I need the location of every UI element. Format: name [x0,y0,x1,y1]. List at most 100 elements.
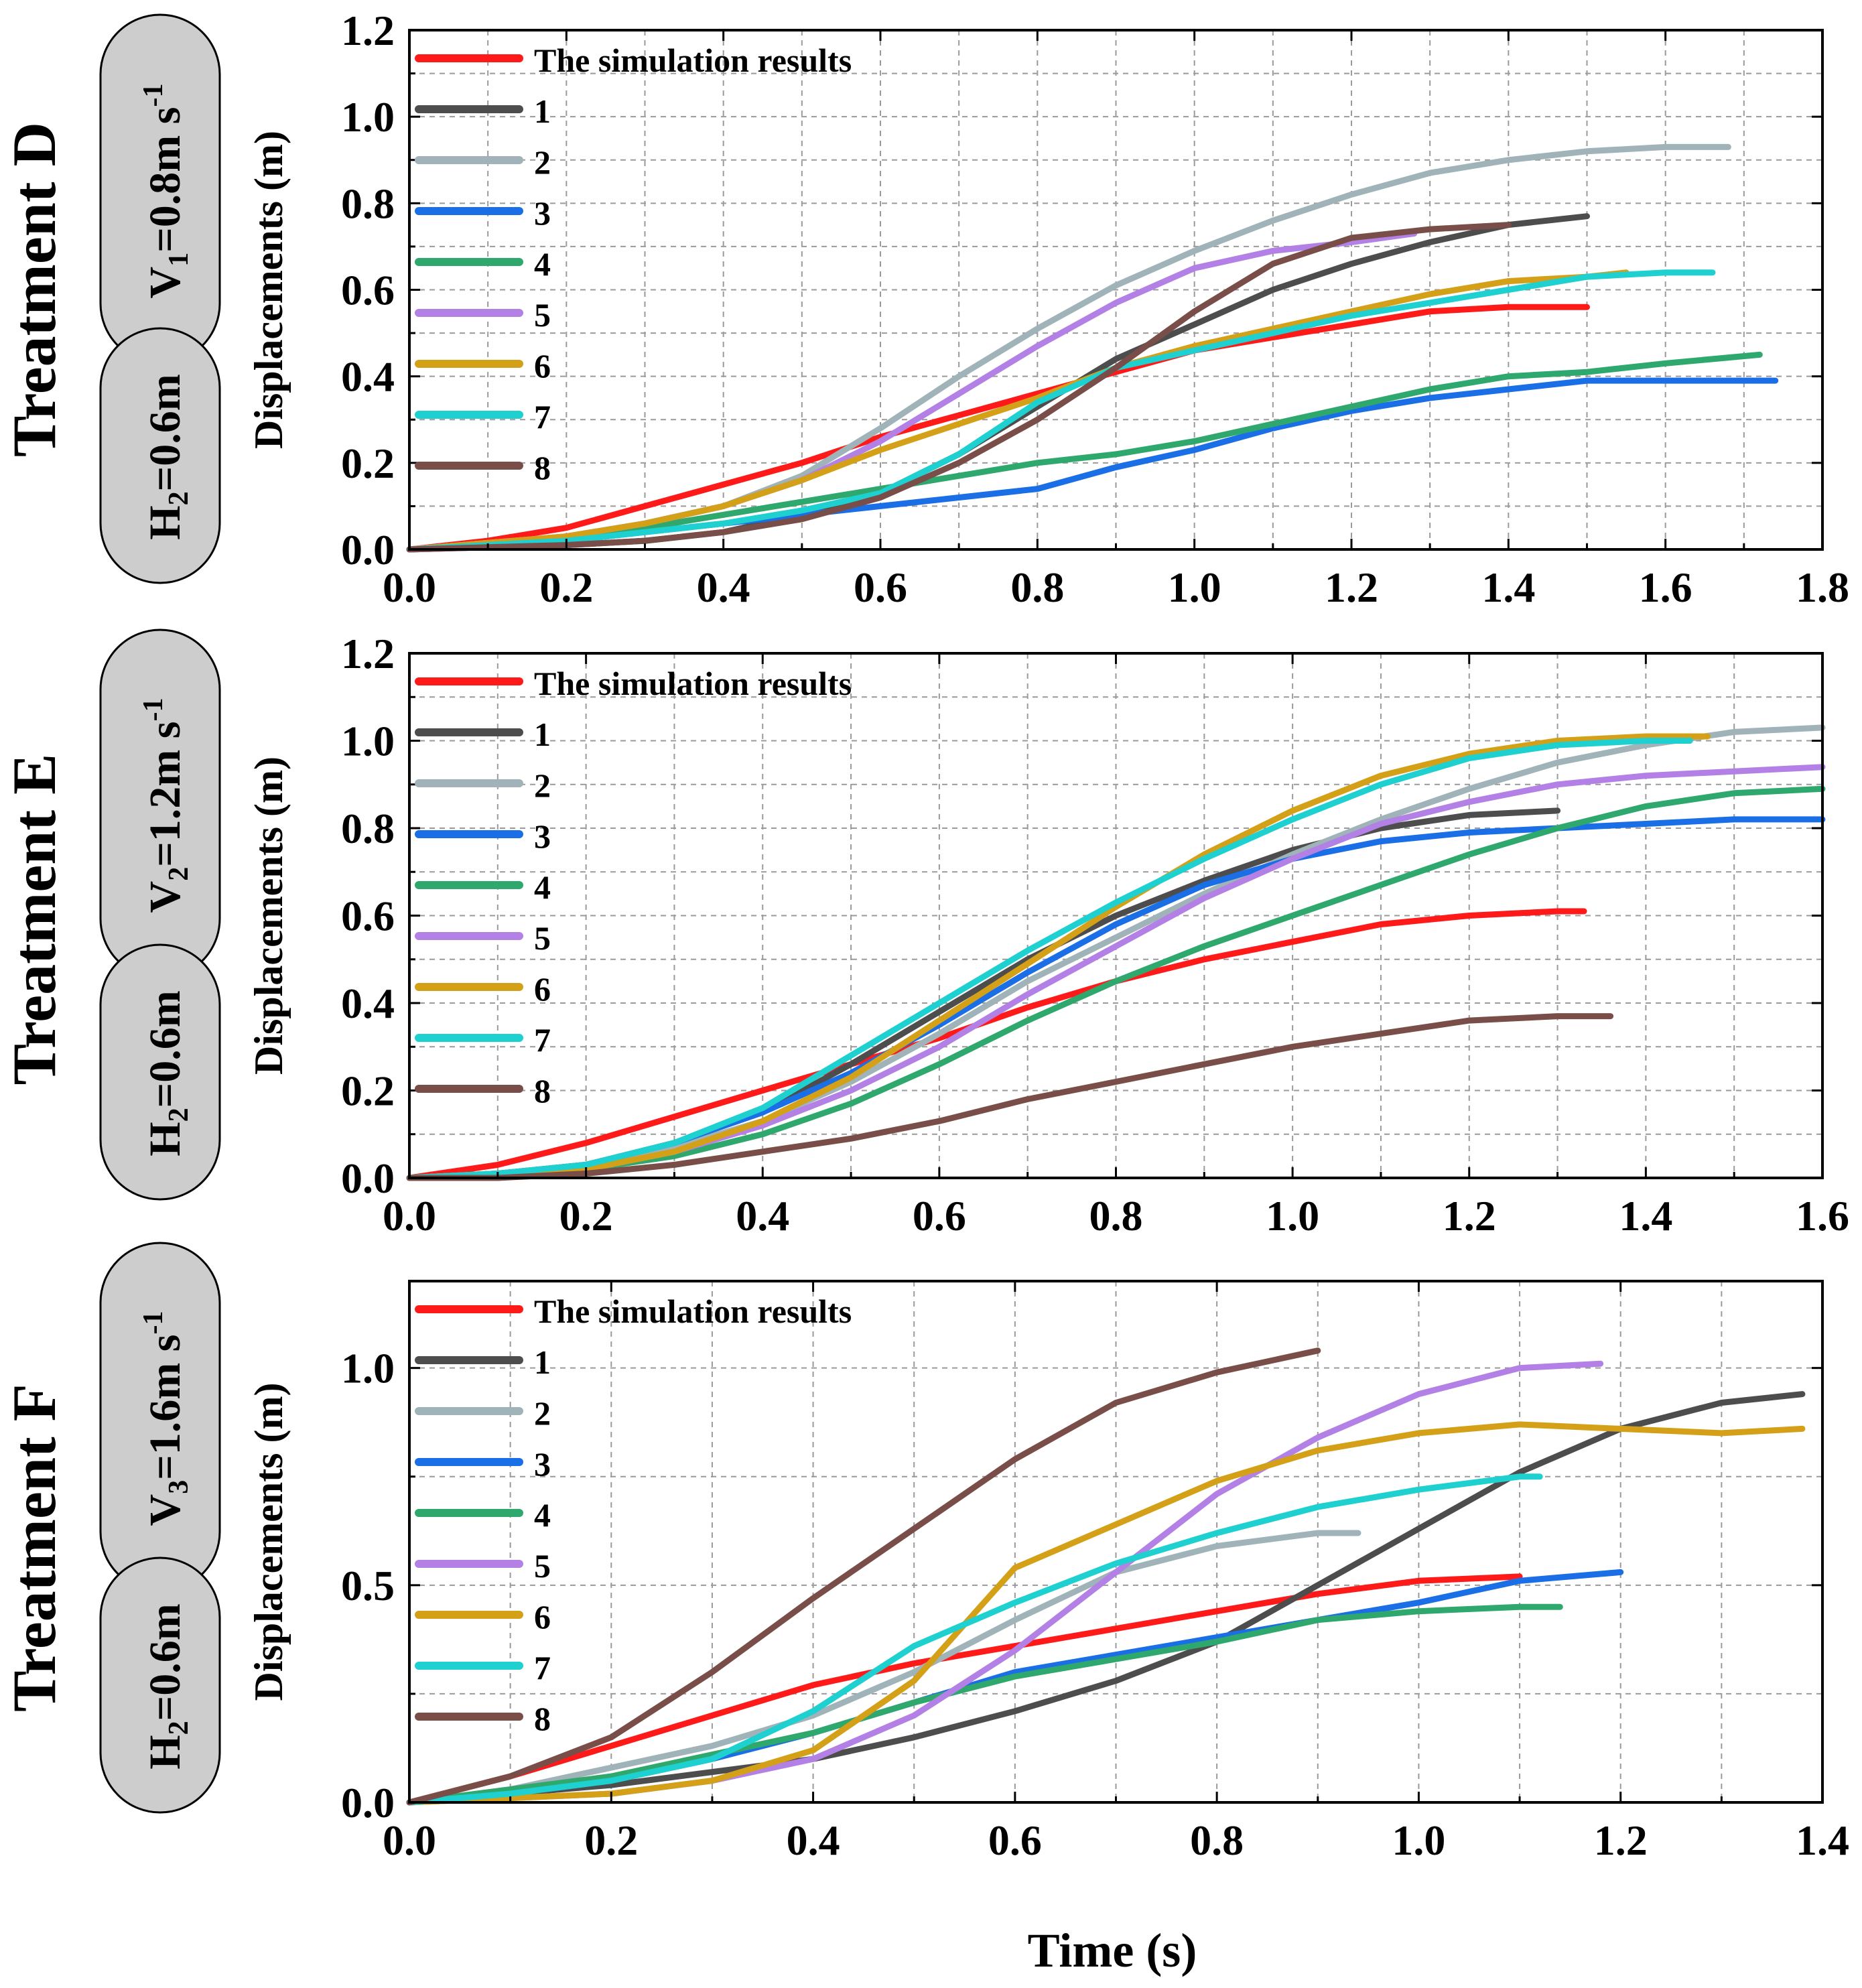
legend-label: 8 [534,449,551,486]
legend-label: The simulation results [534,665,852,702]
x-tick-label: 1.2 [1443,1192,1496,1240]
legend-label: 1 [534,1343,551,1381]
legend-label: 3 [534,1445,551,1483]
legend-label: 3 [534,817,551,855]
panel-e-treatment-label: Treatment E [0,754,68,1085]
x-tick-label: 1.0 [1392,1816,1445,1864]
legend-label: 4 [534,1496,551,1534]
legend-label: 1 [534,716,551,753]
y-axis-label: Displacements (m) [247,1383,291,1701]
x-tick-label: 0.8 [1010,564,1064,611]
x-tick-label: 0.0 [383,564,436,611]
x-tick-label: 0.8 [1089,1192,1143,1240]
chart-treatment-e: 0.0 0.2 0.4 0.6 0.8 1.0 1.2 1.4 1.6 0.0 0.2 0.4 0.6 0… [247,630,1849,1240]
x-tick-label: 1.6 [1796,1192,1849,1240]
x-tick-label: 0.0 [383,1192,436,1240]
panel-e-height-label: H2=0.6m [141,990,194,1156]
panel-f-sidebar: Treatment F V3=1.6m s-1 H2=0.6m [0,1242,221,1814]
x-tick-label: 0.8 [1190,1816,1244,1864]
y-tick-label: 0.4 [341,353,395,401]
y-tick-label: 1.0 [341,1345,395,1392]
legend-label: 2 [534,1394,551,1432]
legend-label: 4 [534,245,551,283]
y-tick-label: 0.2 [341,1067,395,1115]
panel-d-height-label: H2=0.6m [141,374,194,539]
legend-panel-e: The simulation results 1 2 3 4 5 6 7 8 [415,665,852,1110]
x-tick-label: 1.4 [1796,1816,1849,1864]
panel-e-height-pill [99,943,221,1201]
y-tick-label: 0.8 [341,805,395,852]
x-tick-label: 0.4 [697,564,750,611]
x-tick-label: 1.8 [1796,564,1849,611]
y-axis-label: Displacements (m) [247,131,291,449]
panel-d-sidebar: Treatment D V1=0.8m s-1 H2=0.6m [0,13,221,584]
legend-panel-d: The simulation results 1 2 3 4 5 6 7 8 [415,42,852,486]
panel-f-treatment-label: Treatment F [0,1384,68,1712]
legend-label: 4 [534,868,551,906]
series-line-simulation [406,304,1590,553]
series-line-trial-7 [406,1473,1543,1806]
y-tick-label: 0.6 [341,892,395,940]
x-tick-label: 1.4 [1619,1192,1672,1240]
x-axis-label: Time (s) [1028,1924,1197,1977]
x-tick-label: 1.0 [1168,564,1221,611]
series-line-trial-4 [406,1603,1563,1806]
y-tick-label: 1.2 [341,630,395,677]
series-line-trial-6 [406,733,1711,1181]
chart-treatment-d: 0.0 0.2 0.4 0.6 0.8 1.0 1.2 1.4 1.6 1.8 0.0 0.2 0.4 0… [247,7,1849,611]
series-line-trial-6 [406,1421,1806,1806]
legend-label: 5 [534,1547,551,1585]
y-axis-label: Displacements (m) [247,756,291,1075]
y-tick-label: 0.4 [341,980,395,1027]
y-tick-label: 0.2 [341,440,395,487]
panel-d-treatment-label: Treatment D [0,122,68,457]
legend-label: 1 [534,92,551,130]
x-tick-label: 1.6 [1639,564,1692,611]
series-line-trial-3 [406,377,1779,553]
legend-label: 5 [534,296,551,334]
legend-label: 6 [534,970,551,1008]
legend-label: The simulation results [534,1293,852,1330]
legend-label: 6 [534,347,551,385]
series-line-trial-2 [406,143,1731,553]
y-tick-label: 0.6 [341,267,395,314]
x-tick-label: 0.0 [383,1816,436,1864]
legend-label: 7 [534,398,551,436]
y-tick-label: 0.8 [341,180,395,227]
y-tick-label: 0.5 [341,1562,395,1609]
legend-label: 3 [534,194,551,232]
series-line-simulation [406,908,1587,1181]
panel-d-height-pill [99,327,221,584]
series-line-trial-7 [406,738,1693,1181]
panel-f-velocity-label: V3=1.6m s-1 [138,1311,194,1526]
x-tick-label: 0.6 [854,564,907,611]
x-tick-label: 0.4 [787,1816,840,1864]
legend-label: 2 [534,143,551,181]
y-tick-label: 0.0 [341,1154,395,1202]
panel-f-height-label: H2=0.6m [141,1603,194,1769]
x-tick-label: 1.0 [1266,1192,1319,1240]
legend-label: 6 [534,1598,551,1636]
legend-label: 7 [534,1649,551,1686]
series-line-trial-8 [406,1347,1321,1806]
x-tick-label: 1.2 [1325,564,1378,611]
panel-d-velocity-label: V1=0.8m s-1 [138,84,194,299]
x-tick-label: 1.2 [1594,1816,1648,1864]
series-line-trial-1 [406,1391,1806,1806]
series-line-trial-1 [406,213,1590,553]
x-tick-label: 0.6 [988,1816,1042,1864]
chart-treatment-f: 0.0 0.2 0.4 0.6 0.8 1.0 1.2 1.4 0.0 0.5 1.0 Displac… [247,1280,1849,1864]
y-tick-label: 1.0 [341,93,395,141]
legend-label: 8 [534,1700,551,1737]
y-tick-label: 1.2 [341,7,395,54]
legend-label: 2 [534,767,551,804]
x-tick-label: 1.4 [1481,564,1535,611]
legend-label: 7 [534,1021,551,1059]
series-line-trial-6 [406,269,1630,553]
x-tick-label: 0.2 [559,1192,613,1240]
legend-panel-f: The simulation results 1 2 3 4 5 6 7 8 [415,1293,852,1737]
legend-label: The simulation results [534,42,852,79]
x-tick-label: 0.2 [539,564,593,611]
